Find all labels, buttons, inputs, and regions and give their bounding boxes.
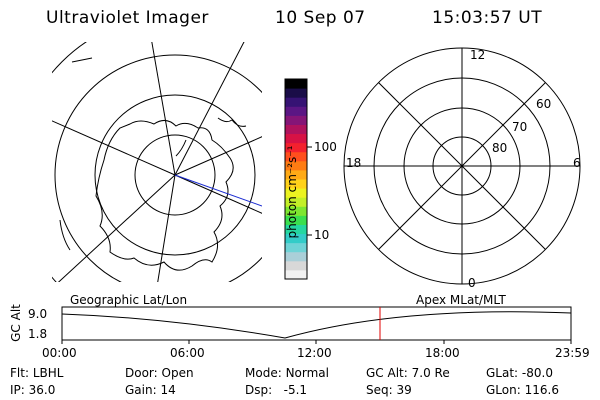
colorbar-swatch [285, 160, 307, 171]
altitude-strip-ticks [61, 340, 572, 344]
status-gain: Gain: 14 [125, 383, 176, 397]
colorbar-swatch [285, 115, 307, 125]
colorbar-swatch [285, 79, 307, 89]
instrument-title: Ultraviolet Imager [46, 8, 209, 28]
geographic-map [52, 42, 262, 282]
mlat-label-80: 80 [492, 141, 508, 155]
colorbar-swatch [285, 169, 307, 180]
time-tick-1200: 12:00 [297, 346, 332, 360]
status-ip: IP: 36.0 [10, 383, 56, 397]
mlat-label-70: 70 [512, 120, 528, 134]
altitude-curve [62, 311, 571, 339]
time-tick-0000: 00:00 [42, 346, 77, 360]
colorbar-swatch [285, 151, 307, 162]
mlt-label-6: 6 [573, 156, 581, 170]
left-map-caption: Geographic Lat/Lon [70, 293, 188, 307]
status-glat: GLat: -80.0 [486, 366, 553, 380]
gc-alt-axis-label: GC Alt [9, 304, 23, 342]
status-glon: GLon: 116.6 [486, 383, 559, 397]
colorbar-swatch [285, 224, 307, 235]
colorbar-unit-label: photon cm⁻²s⁻¹ [285, 145, 299, 239]
colorbar-swatch [285, 215, 307, 225]
status-flt: Flt: LBHL [10, 366, 64, 380]
magnetic-polar-plot [343, 47, 581, 285]
colorbar-tick-100: 100 [314, 140, 337, 154]
colorbar-swatch [285, 179, 307, 189]
colorbar-swatch [285, 142, 307, 153]
colorbar-swatch [285, 124, 307, 135]
colorbar-swatch [285, 97, 307, 107]
colorbar-swatch [285, 251, 307, 262]
time-tick-2359: 23:59 [555, 346, 590, 360]
colorbar-swatch [285, 260, 307, 271]
alt-y-label-max: 9.0 [28, 307, 48, 321]
colorbar-swatch [285, 206, 307, 216]
right-plot-caption: Apex MLat/MLT [416, 293, 506, 307]
colorbar-swatch [285, 197, 307, 207]
status-seq: Seq: 39 [366, 383, 412, 397]
colorbar-swatch [285, 106, 307, 116]
time-tick-0600: 06:00 [170, 346, 205, 360]
intensity-colorbar [285, 79, 307, 280]
alt-y-label-min: 1.8 [28, 327, 48, 341]
time-label: 15:03:57 UT [432, 8, 543, 28]
status-mode: Mode: Normal [245, 366, 329, 380]
date-label: 10 Sep 07 [275, 8, 366, 28]
mlat-label-60: 60 [536, 97, 552, 111]
status-gc-alt: GC Alt: 7.0 Re [366, 366, 450, 380]
mlt-label-12: 12 [470, 48, 486, 62]
status-door: Door: Open [125, 366, 194, 380]
colorbar-swatch [285, 233, 307, 244]
colorbar-swatch [285, 133, 307, 144]
mlt-label-18: 18 [346, 156, 362, 170]
colorbar-tick-10: 10 [314, 228, 330, 242]
status-dsp: Dsp: -5.1 [245, 383, 308, 397]
mlt-label-0: 0 [468, 276, 476, 290]
colorbar-swatch [285, 188, 307, 198]
colorbar-swatch [285, 242, 307, 253]
colorbar-swatch [285, 269, 307, 280]
time-tick-1800: 18:00 [425, 346, 460, 360]
colorbar-swatch [285, 88, 307, 98]
